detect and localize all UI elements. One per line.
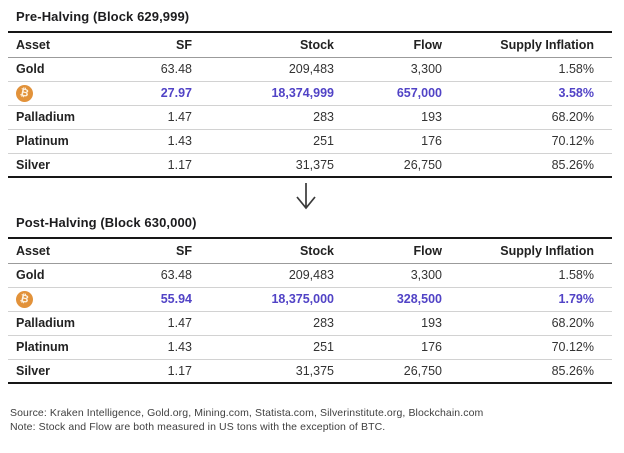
sf-cell: 1.47: [120, 311, 202, 336]
footnotes: Source: Kraken Intelligence, Gold.org, M…: [10, 406, 624, 434]
sf-cell: 27.97: [120, 81, 202, 106]
flow-cell: 328,500: [344, 287, 452, 312]
supply-inflation-cell: 70.12%: [452, 129, 612, 154]
asset-cell: Platinum: [8, 129, 120, 154]
note-line: Note: Stock and Flow are both measured i…: [10, 421, 386, 433]
table-row-platinum: Platinum 1.43 251 176 70.12%: [8, 129, 612, 154]
column-header-sf: SF: [120, 238, 202, 264]
asset-cell: Palladium: [8, 311, 120, 336]
column-header-asset: Asset: [8, 238, 120, 264]
asset-cell: Platinum: [8, 335, 120, 360]
sf-cell: 1.17: [167, 157, 192, 172]
post-halving-title: Post-Halving (Block 630,000): [16, 215, 197, 230]
table-row-palladium: Palladium 1.47 283 193 68.20%: [8, 105, 612, 130]
supply-inflation-cell: 85.26%: [551, 157, 594, 172]
supply-inflation-cell: 3.58%: [452, 81, 612, 106]
bitcoin-glyph: ₿: [19, 291, 31, 306]
bitcoin-icon: ₿: [16, 84, 33, 102]
supply-inflation-cell: 1.79%: [452, 287, 612, 312]
sf-cell: 1.43: [120, 129, 202, 154]
flow-cell: 176: [344, 335, 452, 360]
flow-cell: 193: [344, 311, 452, 336]
stock-cell: 209,483: [202, 57, 344, 82]
table-row-palladium: Palladium 1.47 283 193 68.20%: [8, 311, 612, 336]
sf-cell: 1.43: [120, 335, 202, 360]
asset-cell: Gold: [8, 57, 120, 82]
source-line: Source: Kraken Intelligence, Gold.org, M…: [10, 407, 484, 419]
stock-cell: 251: [202, 129, 344, 154]
flow-cell: 3,300: [344, 263, 452, 288]
column-header-asset: Asset: [8, 32, 120, 58]
sf-cell: 63.48: [120, 263, 202, 288]
supply-inflation-cell: 70.12%: [452, 335, 612, 360]
flow-cell: 176: [344, 129, 452, 154]
column-header-supply-inflation: Supply Inflation: [452, 238, 612, 264]
asset-cell: Gold: [8, 263, 120, 288]
stock-cell: 251: [202, 335, 344, 360]
asset-cell: Silver: [16, 363, 51, 378]
stock-cell: 18,374,999: [202, 81, 344, 106]
stock-cell: 31,375: [295, 363, 334, 378]
asset-cell: ₿: [8, 287, 120, 312]
column-header-supply-inflation: Supply Inflation: [452, 32, 612, 58]
flow-cell: 26,750: [403, 363, 442, 378]
asset-cell: Silver: [16, 157, 51, 172]
flow-cell: 26,750: [403, 157, 442, 172]
supply-inflation-cell: 68.20%: [452, 311, 612, 336]
pre-halving-table: Asset SF Stock Flow Supply Inflation Gold 63.…: [8, 31, 612, 178]
column-header-flow: Flow: [344, 238, 452, 264]
stock-cell: 283: [202, 105, 344, 130]
flow-cell: 193: [344, 105, 452, 130]
stock-cell: 209,483: [202, 263, 344, 288]
bitcoin-icon: ₿: [16, 290, 33, 308]
stock-cell: 31,375: [295, 157, 334, 172]
stock-cell: 18,375,000: [202, 287, 344, 312]
supply-inflation-cell: 68.20%: [452, 105, 612, 130]
table-row-silver: Silver 1.17 31,375 26,750 85.26%: [8, 359, 612, 383]
table-row-platinum: Platinum 1.43 251 176 70.12%: [8, 335, 612, 360]
table-row-silver: Silver 1.17 31,375 26,750 85.26%: [8, 153, 612, 177]
halving-transition-indicator: [294, 178, 624, 214]
down-arrow-icon: [296, 183, 316, 210]
pre-halving-title: Pre-Halving (Block 629,999): [16, 9, 190, 24]
header-row: Asset SF Stock Flow Supply Inflation: [8, 238, 612, 264]
sf-cell: 1.17: [167, 363, 192, 378]
stock-cell: 283: [202, 311, 344, 336]
sf-cell: 1.47: [120, 105, 202, 130]
header-row: Asset SF Stock Flow Supply Inflation: [8, 32, 612, 58]
asset-cell: ₿: [8, 81, 120, 106]
table-row-gold: Gold 63.48 209,483 3,300 1.58%: [8, 57, 612, 82]
post-halving-table: Asset SF Stock Flow Supply Inflation Gold 63.…: [8, 237, 612, 384]
column-header-sf: SF: [120, 32, 202, 58]
supply-inflation-cell: 1.58%: [452, 263, 612, 288]
table-row-bitcoin: ₿ 55.94 18,375,000 328,500 1.79%: [8, 287, 612, 312]
column-header-stock: Stock: [202, 238, 344, 264]
table-row-gold: Gold 63.48 209,483 3,300 1.58%: [8, 263, 612, 288]
column-header-stock: Stock: [202, 32, 344, 58]
column-header-flow: Flow: [344, 32, 452, 58]
sf-cell: 63.48: [120, 57, 202, 82]
supply-inflation-cell: 1.58%: [452, 57, 612, 82]
flow-cell: 3,300: [344, 57, 452, 82]
flow-cell: 657,000: [344, 81, 452, 106]
sf-cell: 55.94: [120, 287, 202, 312]
bitcoin-glyph: ₿: [19, 85, 31, 100]
table-row-bitcoin: ₿ 27.97 18,374,999 657,000 3.58%: [8, 81, 612, 106]
asset-cell: Palladium: [8, 105, 120, 130]
supply-inflation-cell: 85.26%: [551, 363, 594, 378]
